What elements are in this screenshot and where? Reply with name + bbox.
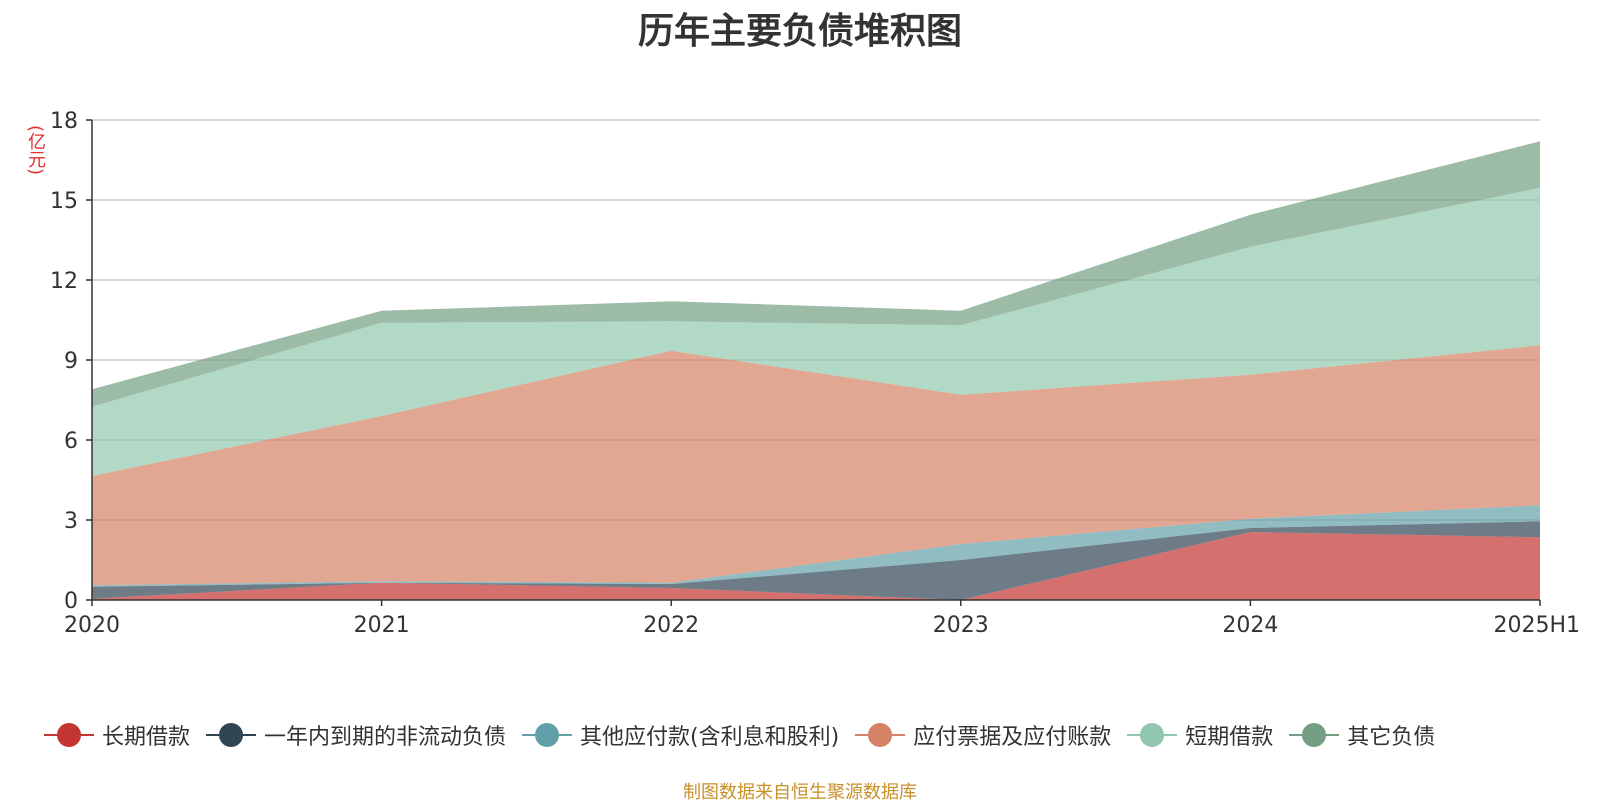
area-series-4 <box>92 345 1540 586</box>
x-tick-label: 2020 <box>64 613 120 638</box>
y-tick-label: 15 <box>50 189 78 214</box>
legend-dot <box>868 723 893 747</box>
x-tick-label: 2025H1 <box>1493 613 1580 638</box>
legend-marker-icon <box>522 723 573 747</box>
x-tick-label: 2022 <box>643 613 699 638</box>
area-series-2 <box>92 521 1540 600</box>
legend-label: 短期借款 <box>1185 725 1274 750</box>
y-tick-label: 6 <box>64 429 78 454</box>
legend-item-2[interactable]: 一年内到期的非流动负债 <box>206 719 506 751</box>
y-tick-label: 3 <box>64 509 78 534</box>
y-axis-unit-label: (亿元) <box>25 124 46 176</box>
x-tick-label: 2023 <box>933 613 989 638</box>
area-series-1 <box>92 532 1540 600</box>
legend-item-1[interactable]: 长期借款 <box>44 719 190 751</box>
area-series-5 <box>92 188 1540 476</box>
x-tick-label: 2021 <box>354 613 410 638</box>
area-series-3 <box>92 505 1540 587</box>
legend-item-3[interactable]: 其他应付款(含利息和股利) <box>522 719 839 751</box>
y-tick-label: 18 <box>50 109 78 134</box>
legend-marker-icon <box>1289 723 1340 747</box>
y-tick-label: 0 <box>64 589 78 614</box>
legend-item-5[interactable]: 短期借款 <box>1127 719 1273 751</box>
legend-item-6[interactable]: 其它负债 <box>1289 719 1435 751</box>
source-note: 制图数据来自恒生聚源数据库 <box>683 782 917 803</box>
legend-label: 其它负债 <box>1347 725 1436 750</box>
legend-marker-icon <box>206 723 257 747</box>
legend-dot <box>57 723 81 747</box>
y-tick-label: 9 <box>64 349 78 374</box>
legend-label: 其他应付款(含利息和股利) <box>580 725 840 750</box>
x-tick-label: 2024 <box>1222 613 1278 638</box>
legend-dot <box>1302 723 1327 747</box>
legend-label: 一年内到期的非流动负债 <box>264 725 507 750</box>
chart-title: 历年主要负债堆积图 <box>637 11 962 52</box>
legend-dot <box>219 723 244 747</box>
legend-marker-icon <box>1127 723 1178 747</box>
legend-label: 长期借款 <box>102 725 191 750</box>
legend-marker-icon <box>855 723 906 747</box>
y-tick-label: 12 <box>50 269 78 294</box>
legend-item-4[interactable]: 应付票据及应付账款 <box>855 719 1111 751</box>
legend-marker-icon <box>44 723 94 747</box>
legend-dot <box>1140 723 1165 747</box>
legend: 长期借款 一年内到期的非流动负债 其他应付款(含利息和股利) 应付票据及应付账款 短期借… <box>44 717 1574 753</box>
legend-dot <box>535 723 560 747</box>
legend-label: 应付票据及应付账款 <box>913 725 1112 750</box>
